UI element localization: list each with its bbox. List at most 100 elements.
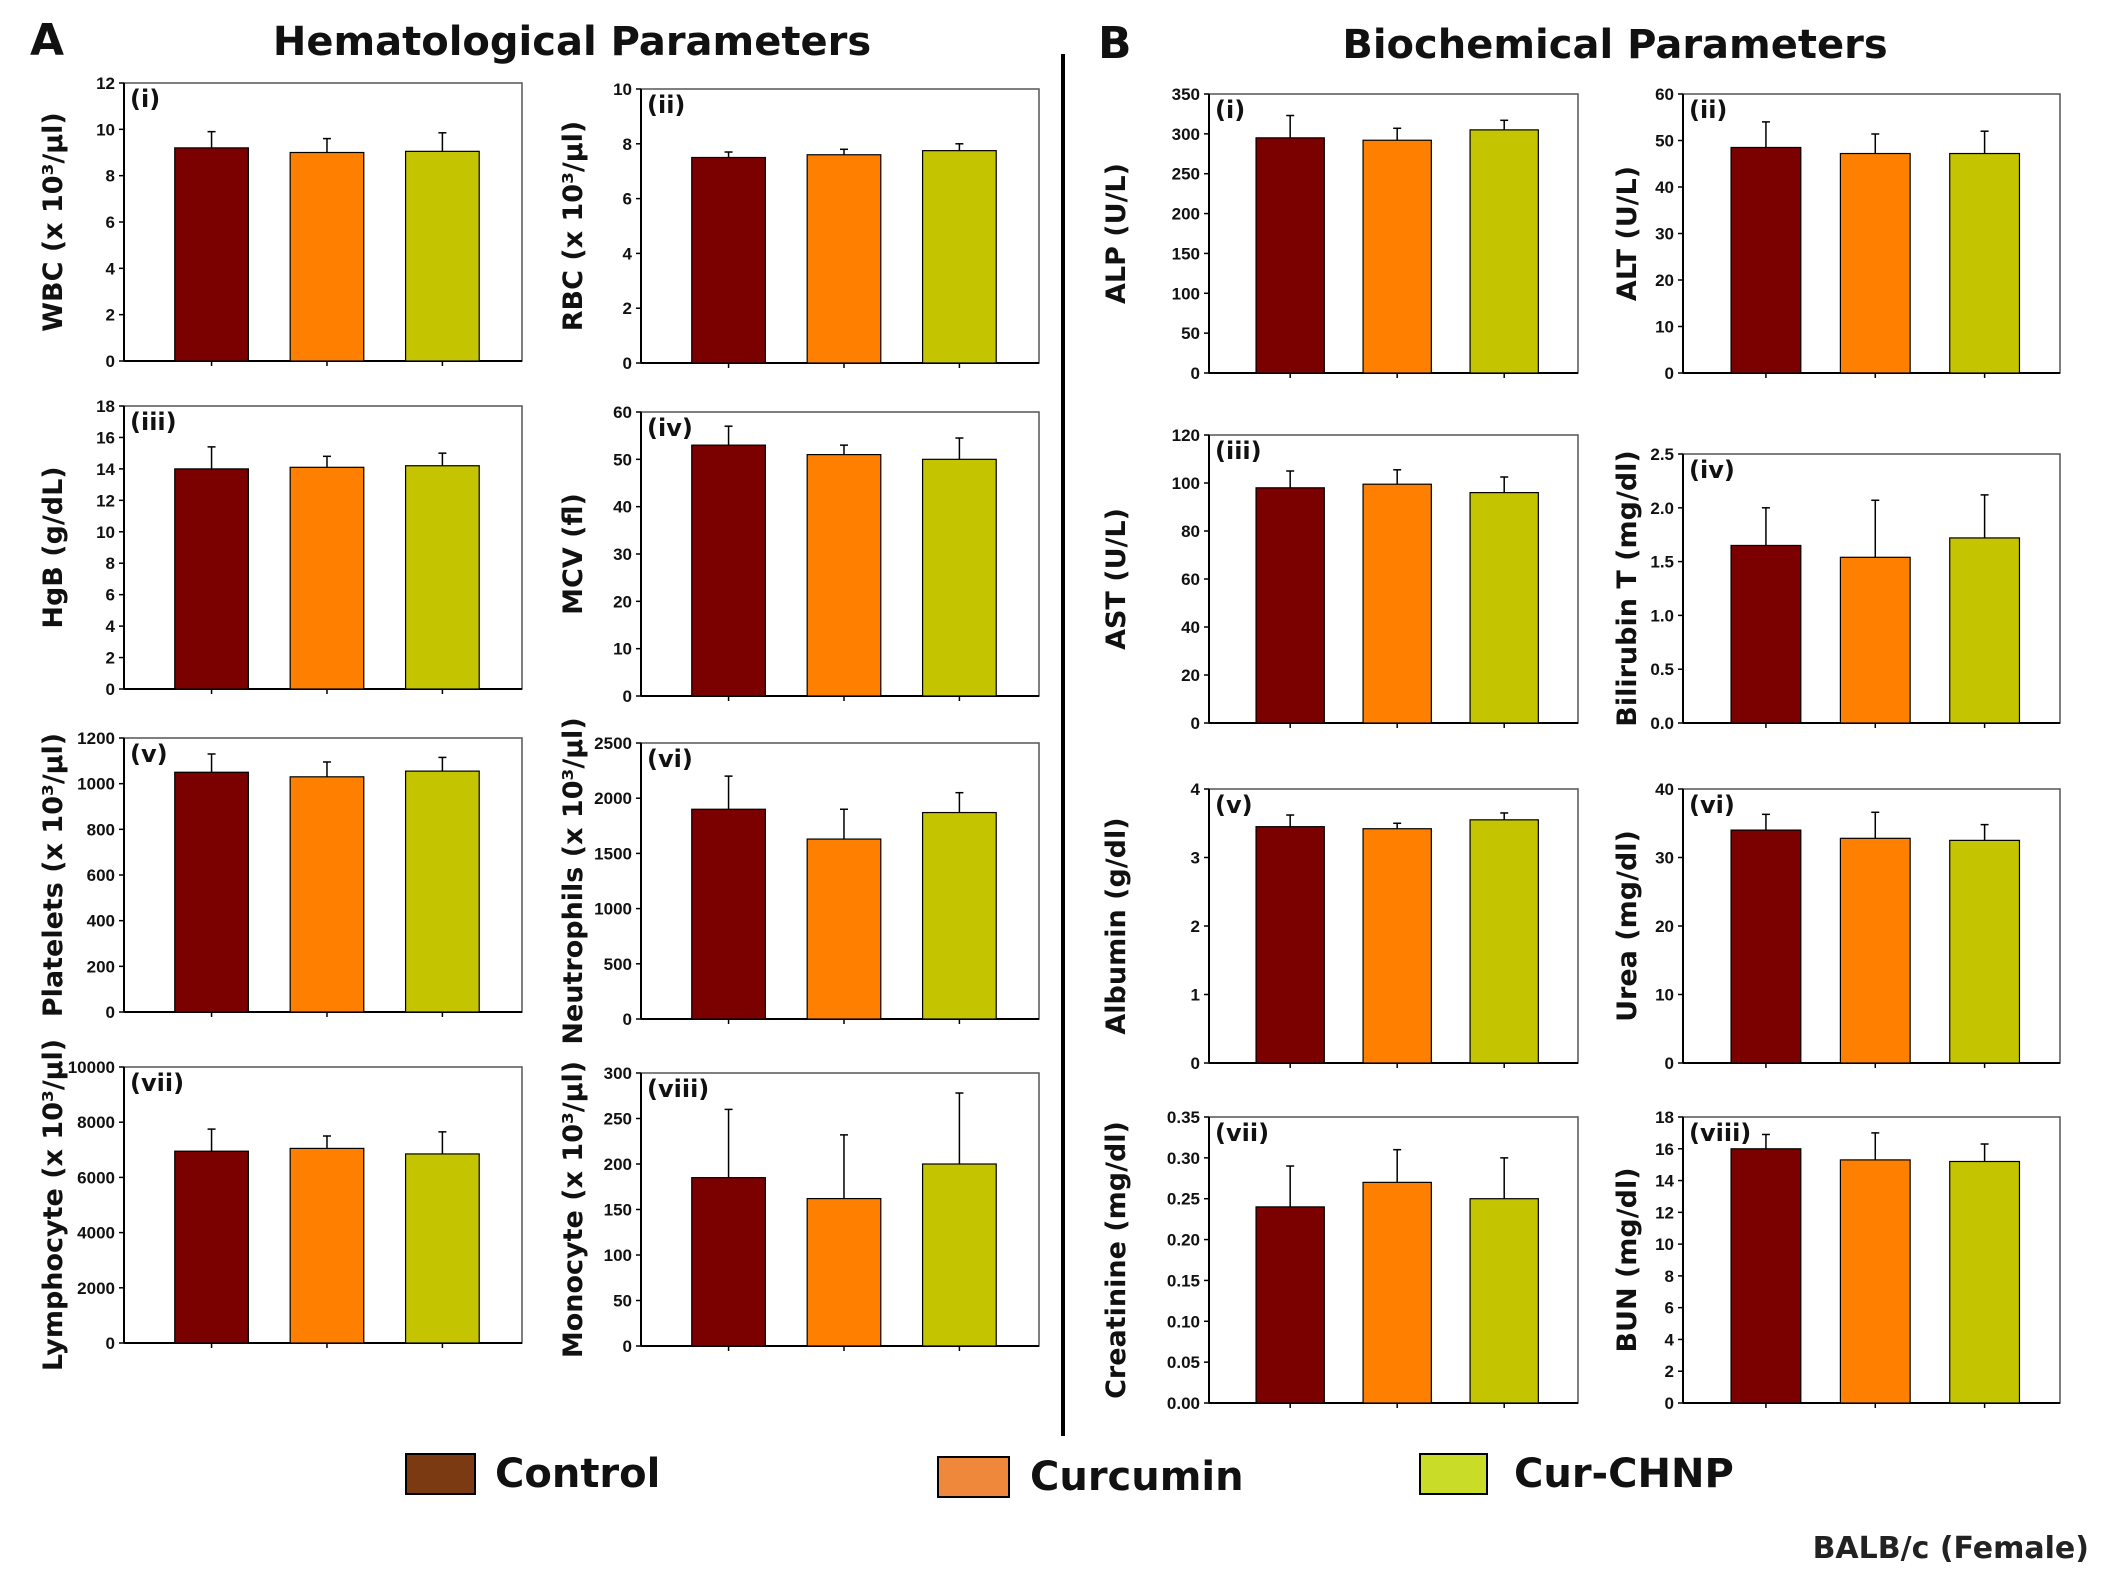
y-tick-label: 1.0 (1650, 606, 1674, 625)
y-tick-label: 8 (1665, 1267, 1674, 1286)
bar-control (1730, 544, 1802, 724)
y-tick-label: 600 (87, 866, 115, 885)
y-tick-label: 0.0 (1650, 714, 1674, 733)
y-tick-label: 0 (106, 680, 115, 699)
y-tick-label: 0 (1191, 1054, 1200, 1073)
panel-label: (vi) (647, 745, 693, 773)
panel-label: (viii) (647, 1075, 709, 1103)
y-tick-label: 30 (1655, 849, 1674, 868)
bar-cur-chnp (1469, 129, 1539, 374)
bar-control (1255, 1206, 1325, 1404)
y-tick-label: 500 (604, 955, 632, 974)
y-tick-label: 0.35 (1167, 1108, 1200, 1127)
bar-cur-chnp (921, 811, 997, 1020)
y-tick-label: 0.00 (1167, 1394, 1200, 1413)
y-tick-label: 80 (1181, 522, 1200, 541)
bar-control (1730, 1148, 1802, 1404)
y-tick-label: 50 (613, 1292, 632, 1311)
y-tick-label: 150 (1172, 244, 1200, 263)
y-axis-label: MCV (fl) (558, 493, 589, 615)
bar-curcumin (289, 466, 365, 690)
bar-control (174, 468, 249, 690)
y-tick-label: 350 (1172, 85, 1200, 104)
y-tick-label: 4 (623, 244, 633, 263)
bar-control (1255, 137, 1325, 374)
bar-curcumin (289, 151, 365, 362)
y-tick-label: 4 (106, 617, 116, 636)
y-tick-label: 18 (96, 397, 115, 416)
bar-control (1730, 829, 1802, 1064)
y-tick-label: 10 (1655, 1235, 1674, 1254)
y-axis-label: ALP (U/L) (1101, 163, 1132, 304)
bar-curcumin (1362, 828, 1432, 1064)
y-tick-label: 6 (1665, 1299, 1674, 1318)
chart-panel: 0 2000 4000 6000 8000 10000 (vii) Lymphocyte (x… (38, 1039, 523, 1371)
bar-control (691, 1177, 766, 1347)
bar-control (174, 1150, 249, 1344)
bar-cur-chnp (1949, 839, 2021, 1064)
legend-label-curcumin: Curcumin (1030, 1454, 1244, 1500)
panel-label: (viii) (1689, 1119, 1751, 1147)
y-tick-label: 0 (623, 1337, 632, 1356)
legend: Control Curcumin Cur-CHNP (405, 1451, 1734, 1500)
legend-swatch-control (405, 1453, 476, 1495)
bar-cur-chnp (404, 1153, 480, 1344)
y-tick-label: 0 (623, 1010, 632, 1029)
y-axis-label: AST (U/L) (1101, 508, 1132, 650)
panel-label: (ii) (647, 91, 685, 119)
y-tick-label: 120 (1172, 426, 1200, 445)
bar-cur-chnp (921, 1163, 997, 1347)
y-tick-label: 10 (1655, 986, 1674, 1005)
y-tick-label: 0.10 (1167, 1312, 1200, 1331)
y-tick-label: 50 (613, 450, 632, 469)
y-tick-label: 8 (106, 167, 115, 186)
y-tick-label: 4 (106, 259, 116, 278)
y-tick-label: 300 (604, 1064, 632, 1083)
y-tick-label: 20 (613, 592, 632, 611)
y-tick-label: 16 (96, 428, 115, 447)
section-a-letter: A (30, 15, 64, 66)
section-a-title: Hematological Parameters (273, 19, 871, 65)
legend-label-cur-chnp: Cur-CHNP (1514, 1451, 1734, 1497)
panel-label: (v) (130, 740, 168, 768)
panel-label: (ii) (1689, 96, 1727, 124)
panel-label: (v) (1215, 791, 1253, 819)
legend-swatch-cur-chnp (1419, 1453, 1488, 1495)
y-tick-label: 4000 (77, 1224, 115, 1243)
y-tick-label: 0.30 (1167, 1149, 1200, 1168)
legend-label-control: Control (495, 1451, 660, 1497)
y-tick-label: 6 (623, 190, 632, 209)
y-tick-label: 1500 (594, 844, 632, 863)
y-tick-label: 50 (1181, 324, 1200, 343)
bar-control (174, 147, 249, 362)
y-axis-label: Urea (mg/dl) (1612, 830, 1643, 1022)
y-tick-label: 30 (613, 545, 632, 564)
y-tick-label: 0.20 (1167, 1231, 1200, 1250)
chart-panel: 0 20 40 60 80 100 120 (iii) AST (U/L) (1101, 426, 1579, 733)
y-tick-label: 0 (1191, 714, 1200, 733)
y-tick-label: 1000 (594, 900, 632, 919)
y-tick-label: 300 (1172, 125, 1200, 144)
y-tick-label: 0.15 (1167, 1271, 1200, 1290)
chart-panel: 0 200 400 600 800 1000 1200 (v) Platelets (x 10³… (38, 729, 523, 1022)
chart-panel: 0.00 0.05 0.10 0.15 0.20 0.25 0.30 0.35 (vii) Cre… (1101, 1108, 1579, 1413)
bar-curcumin (806, 154, 882, 364)
bar-curcumin (1839, 1159, 1911, 1404)
bar-curcumin (1362, 483, 1432, 724)
panel-label: (iv) (647, 414, 693, 442)
bar-cur-chnp (1949, 152, 2021, 374)
y-tick-label: 60 (1181, 570, 1200, 589)
y-tick-label: 20 (1655, 271, 1674, 290)
y-tick-label: 10 (613, 640, 632, 659)
bar-curcumin (1839, 837, 1911, 1064)
y-tick-label: 14 (96, 460, 115, 479)
legend-swatch-curcumin (937, 1456, 1010, 1498)
y-tick-label: 100 (604, 1246, 632, 1265)
y-tick-label: 0 (1665, 1394, 1674, 1413)
bar-curcumin (289, 1147, 365, 1344)
bar-cur-chnp (404, 150, 480, 362)
y-tick-label: 20 (1655, 917, 1674, 936)
y-tick-label: 8000 (77, 1113, 115, 1132)
y-tick-label: 60 (1655, 85, 1674, 104)
